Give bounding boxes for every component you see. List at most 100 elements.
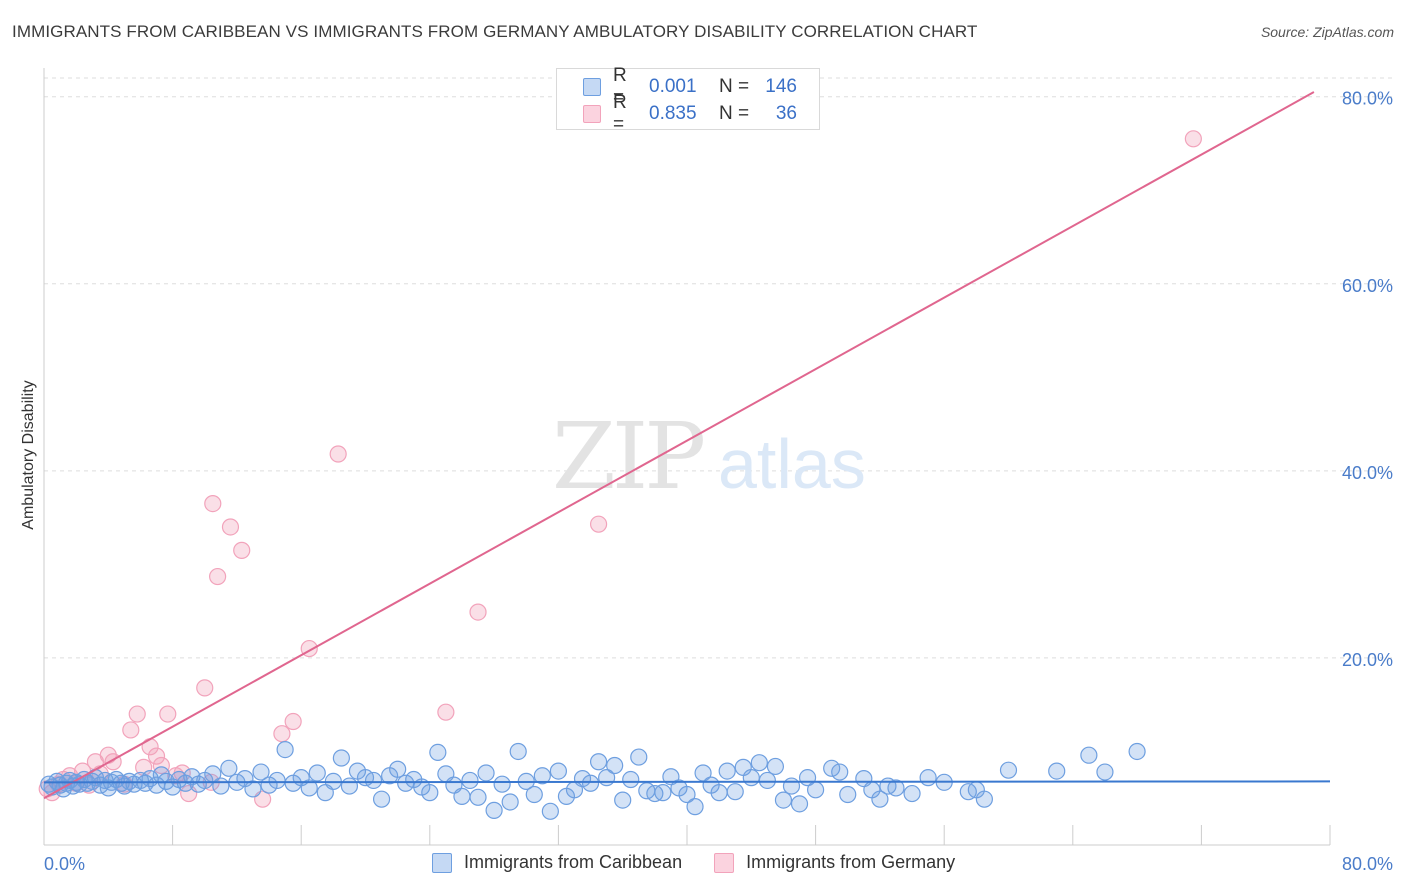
caribbean-point [999, 761, 1018, 779]
caribbean-trend-line [43, 780, 1331, 784]
y-tick-label: 40.0% [1342, 463, 1393, 483]
caribbean-point [726, 783, 744, 801]
germany-point [589, 515, 608, 533]
caribbean-point [823, 759, 841, 777]
caribbean-point [549, 762, 568, 780]
caribbean-point [525, 785, 543, 804]
caribbean-point [839, 785, 857, 804]
caribbean-point [332, 749, 350, 767]
caribbean-point [742, 769, 760, 787]
caribbean-point [589, 753, 608, 771]
germany-point [196, 679, 214, 697]
caribbean-point [220, 759, 238, 777]
legend-item-germany[interactable]: Immigrants from Germany [714, 852, 955, 873]
caribbean-point [364, 771, 383, 790]
legend-n-value: 146 [765, 76, 797, 97]
legend-label-caribbean: Immigrants from Caribbean [464, 852, 683, 872]
germany-point [233, 541, 251, 559]
caribbean-point [871, 790, 889, 808]
legend-label-germany: Immigrants from Germany [746, 852, 956, 872]
caribbean-point [903, 784, 921, 803]
x-tick-label-min: 0.0% [44, 854, 85, 874]
caribbean-point [260, 776, 278, 794]
germany-point [147, 747, 166, 765]
germany-point [437, 703, 455, 721]
germany-point [221, 518, 240, 536]
caribbean-point [710, 784, 728, 802]
caribbean-point [654, 784, 672, 802]
caribbean-point [766, 757, 785, 776]
germany-trend-line [43, 91, 1315, 800]
caribbean-point [300, 779, 318, 797]
caribbean-point [790, 795, 809, 813]
legend-item-caribbean[interactable]: Immigrants from Caribbean [432, 852, 682, 873]
germany-point [152, 756, 170, 775]
legend-r-value: 0.001 [649, 76, 697, 97]
caribbean-point [831, 763, 849, 781]
caribbean-point [975, 790, 993, 808]
germany-point [209, 567, 227, 586]
germany-point [329, 445, 347, 463]
caribbean-point [678, 785, 696, 804]
caribbean-point [389, 760, 407, 778]
legend-n-value: 36 [775, 103, 797, 124]
y-tick-label: 60.0% [1342, 276, 1393, 296]
caribbean-point [806, 781, 825, 799]
caribbean-point [533, 767, 551, 785]
trend-lines [43, 91, 1331, 800]
caribbean-point [276, 740, 294, 759]
caribbean-point [461, 771, 479, 790]
caribbean-point [212, 777, 230, 795]
germany-point [159, 705, 177, 723]
legend-row-germany: R = 0.835 N = 36 [583, 92, 797, 135]
caribbean-point [1096, 763, 1114, 781]
caribbean-points [40, 740, 1146, 820]
series-legend: Immigrants from Caribbean Immigrants fro… [432, 852, 987, 873]
caribbean-point [477, 764, 495, 782]
legend-swatch-germany [714, 852, 735, 873]
caribbean-point [308, 764, 326, 782]
y-axis-label: Ambulatory Disability [20, 380, 37, 530]
caribbean-point [686, 798, 704, 816]
legend-n-label: N = [719, 76, 750, 97]
caribbean-point [509, 742, 527, 761]
legend-n-label: N = [719, 103, 750, 124]
axes [43, 68, 1331, 846]
caribbean-point [879, 777, 897, 795]
germany-point [122, 721, 140, 739]
caribbean-point [630, 748, 648, 766]
caribbean-point [1048, 762, 1066, 780]
germany-point [469, 603, 487, 621]
germany-point [128, 705, 146, 723]
germany-point [1184, 130, 1202, 148]
caribbean-point [1080, 746, 1098, 764]
germany-point [284, 712, 302, 731]
caribbean-point [421, 784, 439, 802]
caribbean-point [1128, 742, 1146, 761]
caribbean-point [750, 754, 768, 772]
x-tick-label-max: 80.0% [1342, 854, 1393, 874]
tick-labels: 20.0% 40.0% 60.0% 80.0% 0.0% 80.0% [44, 89, 1393, 874]
legend-r-value: 0.835 [649, 103, 697, 124]
watermark-zip: ZIP [552, 403, 703, 510]
caribbean-point [581, 774, 600, 792]
caribbean-point [485, 801, 503, 819]
legend-swatch-caribbean [432, 852, 452, 873]
caribbean-point [252, 763, 270, 781]
caribbean-point [774, 791, 793, 809]
caribbean-point [429, 743, 447, 761]
watermark-atlas: atlas [718, 425, 866, 503]
caribbean-point [493, 775, 511, 793]
germany-point [204, 494, 222, 513]
caribbean-point [176, 774, 195, 792]
caribbean-point [919, 769, 937, 787]
caribbean-point [782, 777, 801, 795]
source-label: Source: ZipAtlas.com [1260, 24, 1394, 40]
caribbean-point [718, 762, 736, 780]
legend-row-caribbean: R = 0.001 N = 146 [583, 65, 797, 108]
y-tick-label: 20.0% [1342, 650, 1393, 670]
legend-swatch-caribbean [583, 78, 601, 96]
caribbean-point [453, 787, 471, 805]
germany-point [273, 725, 291, 743]
